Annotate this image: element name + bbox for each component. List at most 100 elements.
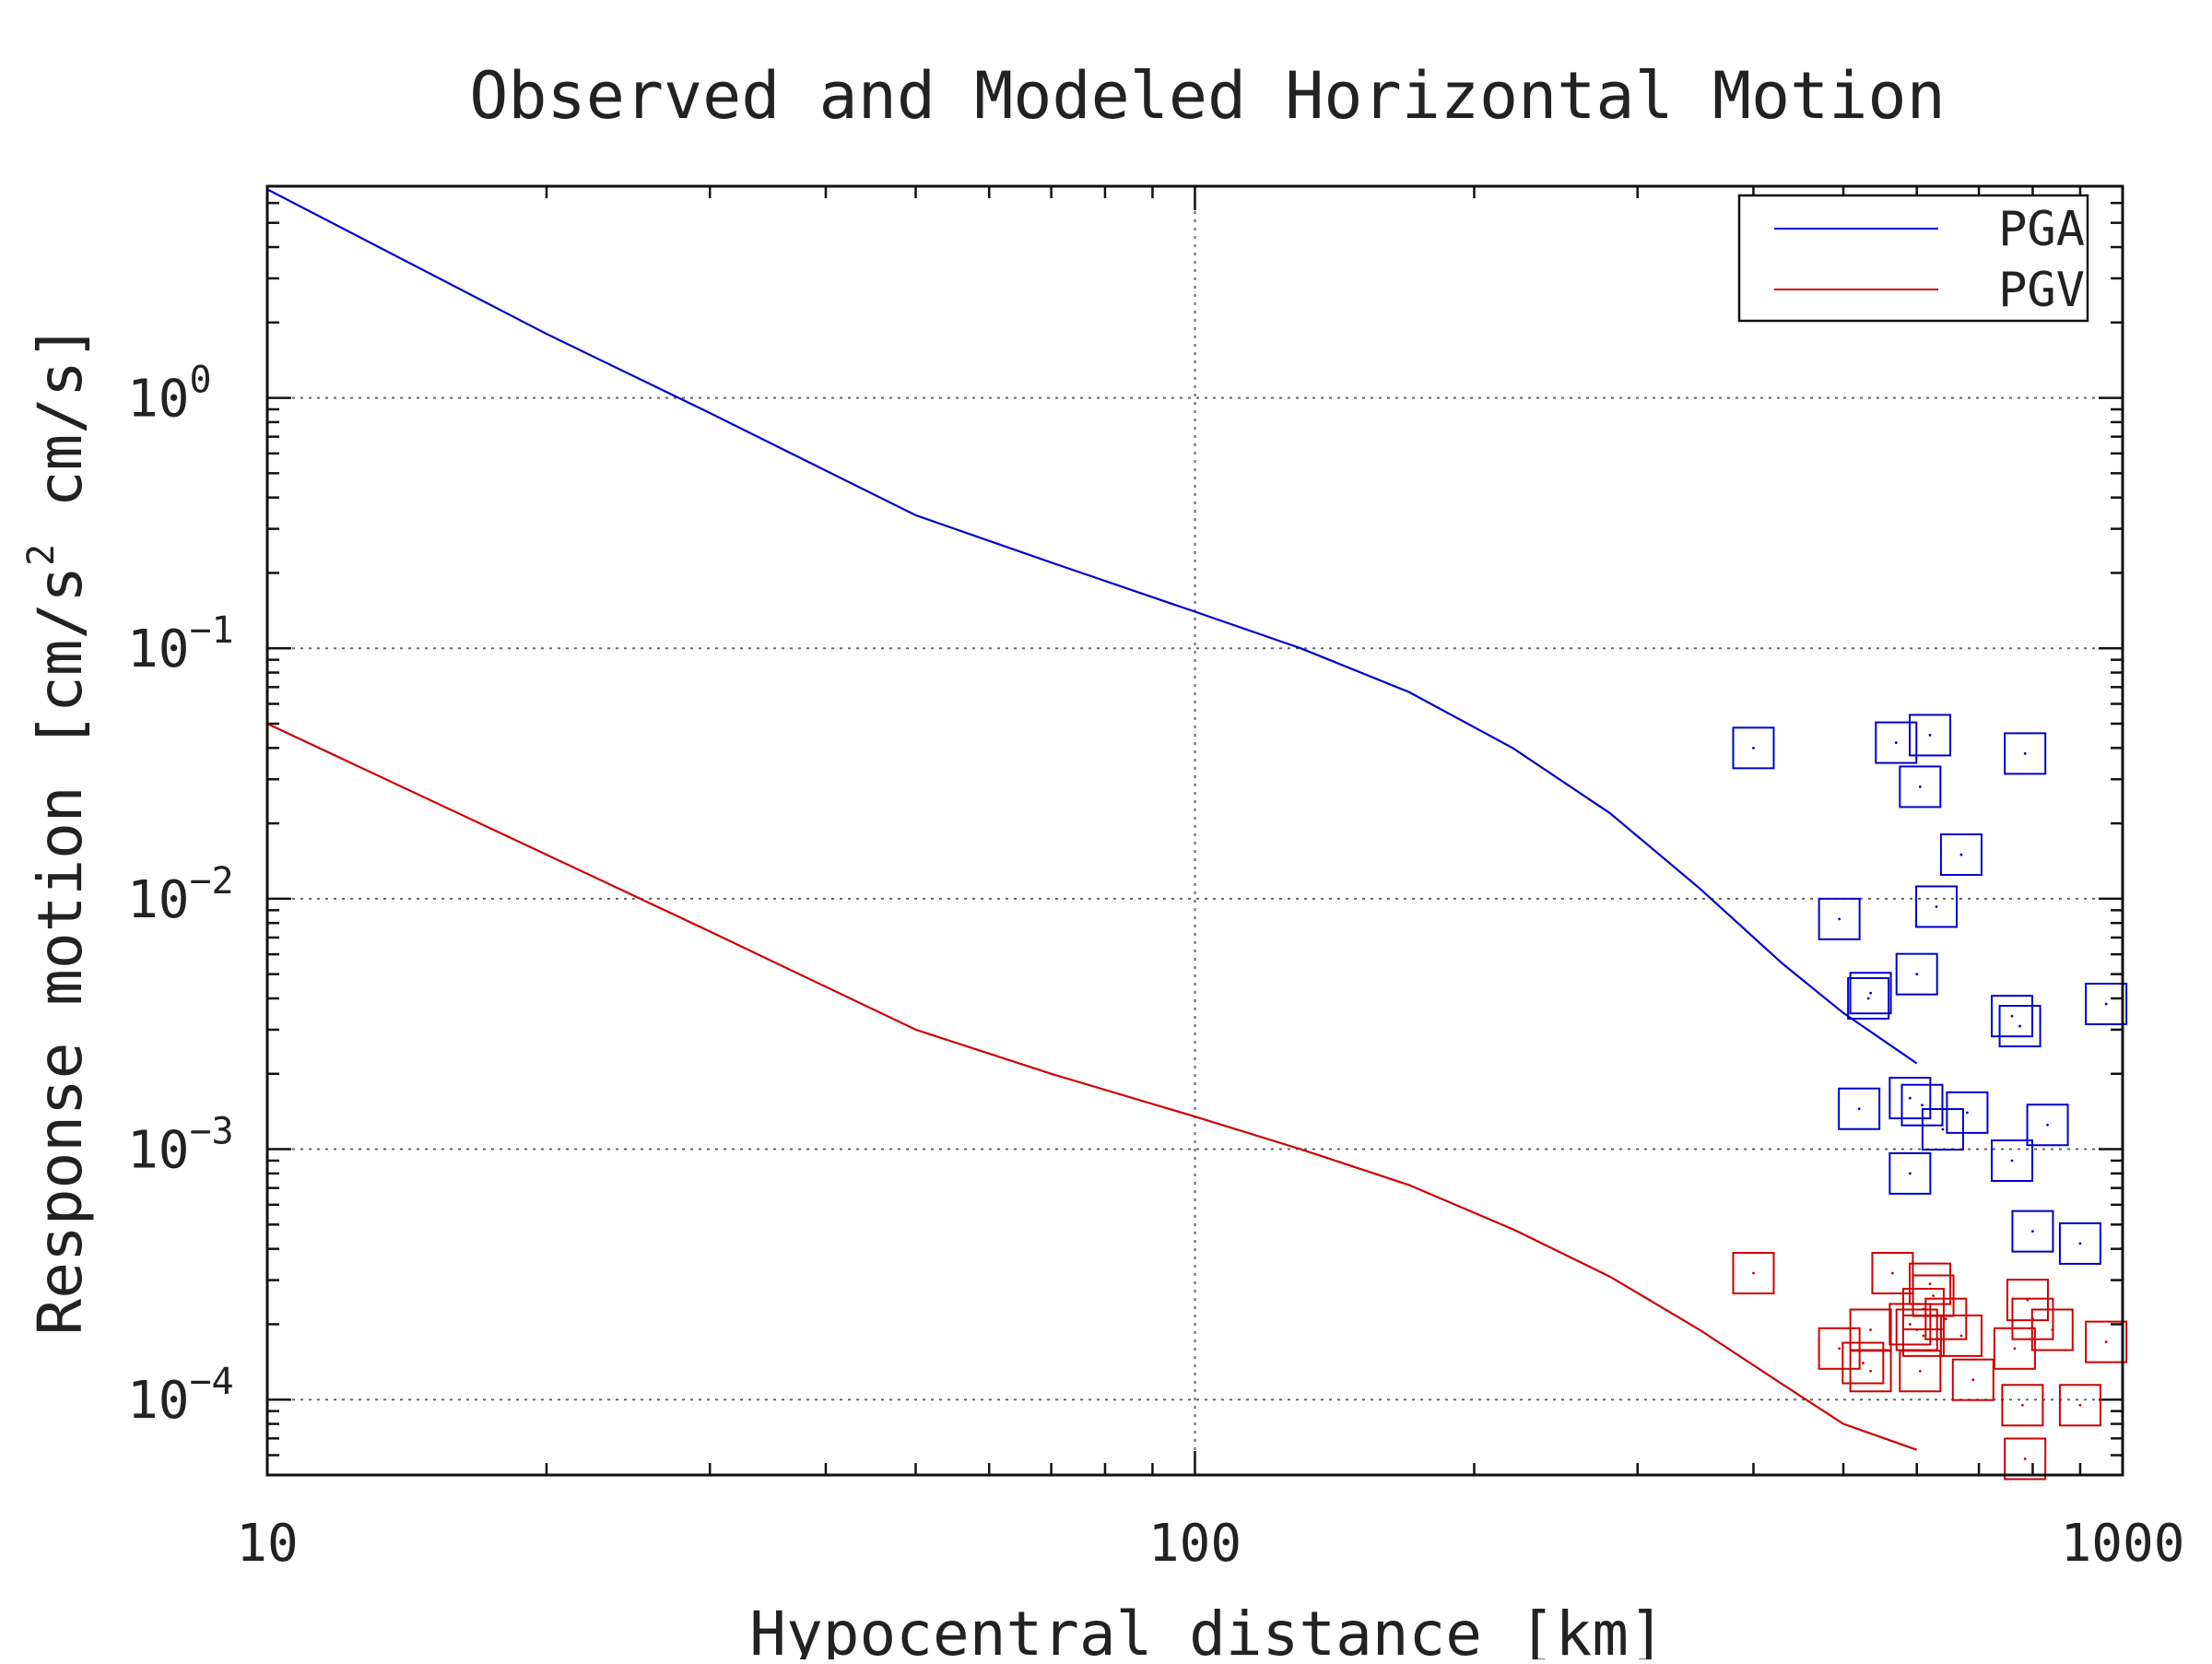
observed-point-pga bbox=[1991, 995, 2034, 1038]
observed-point-center-pgv bbox=[1915, 1328, 1919, 1331]
y-tick-label-exponent: −3 bbox=[189, 1111, 233, 1153]
observed-point-center-pga bbox=[1966, 1111, 1969, 1115]
y-tick-label-base: 10 bbox=[127, 620, 189, 679]
observed-point-pgv bbox=[2058, 1384, 2101, 1427]
observed-point-pga bbox=[2004, 732, 2047, 775]
observed-point-pga bbox=[1895, 952, 1938, 996]
observed-point-pgv bbox=[1871, 1251, 1914, 1294]
observed-point-pgv bbox=[1924, 1297, 1968, 1340]
y-tick-label-base: 10 bbox=[127, 1121, 189, 1181]
observed-point-pga bbox=[2085, 983, 2128, 1026]
observed-point-pga bbox=[1921, 1108, 1964, 1151]
observed-point-center-pgv bbox=[1752, 1271, 1755, 1275]
observed-point-center-pgv bbox=[1928, 1282, 1932, 1286]
observed-point-center-pgv bbox=[1908, 1323, 1912, 1326]
y-tick-label-base: 10 bbox=[127, 370, 189, 430]
observed-point-pga bbox=[1909, 714, 1952, 757]
observed-point-center-pga bbox=[1918, 785, 1922, 788]
y-axis-label-prefix: Response motion [cm/s bbox=[25, 566, 96, 1335]
observed-point-center-pgv bbox=[2020, 1403, 2024, 1407]
y-tick-label: 10−3 bbox=[127, 1111, 234, 1181]
observed-point-center-pga bbox=[2010, 1014, 2014, 1018]
observed-point-center-pgv bbox=[2051, 1328, 2054, 1331]
observed-point-center-pga bbox=[2078, 1242, 2082, 1245]
y-axis-label-superscript: 2 bbox=[20, 544, 63, 566]
x-tick-labels: 10 100 1000 bbox=[236, 1514, 2184, 1574]
y-tick-label: 10−1 bbox=[127, 609, 234, 679]
observed-point-pga bbox=[1991, 1139, 2034, 1182]
observed-point-center-pga bbox=[1866, 997, 1870, 1000]
observed-point-pga bbox=[1888, 1077, 1932, 1120]
observed-point-pgv bbox=[1841, 1341, 1885, 1385]
observed-point-pga bbox=[1899, 765, 1942, 808]
observed-point-center-pgv bbox=[1918, 1369, 1922, 1373]
observed-point-center-pga bbox=[1908, 1172, 1912, 1175]
x-axis-label: Hypocentral distance [km] bbox=[749, 1599, 1665, 1659]
y-axis-label-space bbox=[25, 507, 96, 544]
observed-point-pga bbox=[1939, 833, 1983, 877]
observed-point-center-pgv bbox=[1932, 1294, 1935, 1297]
observed-point-pga bbox=[1946, 1091, 1989, 1134]
plot-frame bbox=[265, 184, 2124, 1477]
observed-point-center-pgv bbox=[2078, 1403, 2082, 1407]
y-tick-label-base: 10 bbox=[127, 870, 189, 930]
series-line-pgv bbox=[266, 723, 1918, 1451]
observed-point-center-pga bbox=[2010, 1159, 2014, 1162]
observed-point-pgv bbox=[1849, 1350, 1892, 1393]
observed-point-center-pga bbox=[1908, 1096, 1912, 1100]
observed-point-pgv bbox=[1951, 1358, 1994, 1401]
observed-point-center-pga bbox=[1857, 1107, 1861, 1111]
y-tick-label: 100 bbox=[127, 360, 212, 430]
observed-point-center-pgv bbox=[1869, 1369, 1872, 1373]
observed-point-pga bbox=[1838, 1087, 1881, 1130]
observed-point-center-pgv bbox=[2023, 1457, 2027, 1460]
observed-point-pgv bbox=[2001, 1384, 2044, 1427]
observed-point-pgv bbox=[1732, 1251, 1775, 1294]
observed-point-pga bbox=[2011, 1210, 2054, 1253]
observed-point-pgv bbox=[1818, 1327, 1861, 1370]
legend-label-pga: PGA bbox=[1998, 202, 2085, 257]
observed-point-pgv bbox=[1888, 1303, 1932, 1346]
y-axis-label: Response motion [cm/s2 cm/s] bbox=[20, 325, 96, 1336]
observed-point-center-pgv bbox=[1944, 1317, 1947, 1321]
grid-lines bbox=[267, 186, 2123, 1475]
legend: PGA PGV bbox=[1737, 194, 2089, 323]
observed-point-center-pga bbox=[1915, 973, 1919, 976]
legend-box bbox=[1737, 194, 2089, 323]
observed-point-center-pgv bbox=[1861, 1362, 1865, 1364]
observed-point-pgv bbox=[2006, 1279, 2049, 1322]
observed-point-center-pga bbox=[1921, 1103, 1924, 1107]
observed-point-center-pga bbox=[1941, 1127, 1945, 1131]
observed-point-pga bbox=[1915, 885, 1959, 928]
series-lines bbox=[266, 188, 1918, 1451]
observed-point-pgv bbox=[1993, 1327, 2036, 1370]
legend-label-pgv: PGV bbox=[1998, 263, 2085, 318]
observed-point-center-pga bbox=[1869, 991, 1872, 995]
series-line-pga bbox=[266, 188, 1918, 1065]
observed-point-center-pga bbox=[2023, 751, 2027, 755]
observed-point-center-pga bbox=[1894, 741, 1898, 744]
observed-point-pga bbox=[1888, 1151, 1932, 1195]
y-tick-label-exponent: −4 bbox=[189, 1361, 233, 1403]
observed-point-pgv bbox=[2004, 1437, 2047, 1481]
chart-title: Observed and Modeled Horizontal Motion bbox=[469, 58, 1945, 134]
observed-point-pga bbox=[1847, 977, 1890, 1021]
observed-point-center-pgv bbox=[1838, 1347, 1841, 1351]
observed-point-pgv bbox=[2030, 1308, 2074, 1351]
observed-point-center-pgv bbox=[1869, 1328, 1872, 1331]
observed-point-pgv bbox=[2085, 1320, 2128, 1363]
y-tick-label-exponent: 0 bbox=[189, 360, 211, 402]
x-tick-label: 10 bbox=[236, 1514, 298, 1574]
observed-point-center-pgv bbox=[1891, 1271, 1894, 1275]
y-tick-label: 10−2 bbox=[127, 860, 234, 930]
y-tick-label: 10−4 bbox=[127, 1361, 234, 1431]
observed-point-center-pgv bbox=[1959, 1334, 1963, 1338]
observed-point-center-pga bbox=[1935, 905, 1938, 908]
observed-point-pga bbox=[1732, 726, 1775, 770]
y-axis-label-suffix: cm/s] bbox=[25, 325, 96, 508]
observed-point-center-pgv bbox=[2104, 1340, 2108, 1344]
observed-point-pgv bbox=[1939, 1314, 1983, 1357]
observed-point-center-pgv bbox=[1971, 1378, 1975, 1382]
